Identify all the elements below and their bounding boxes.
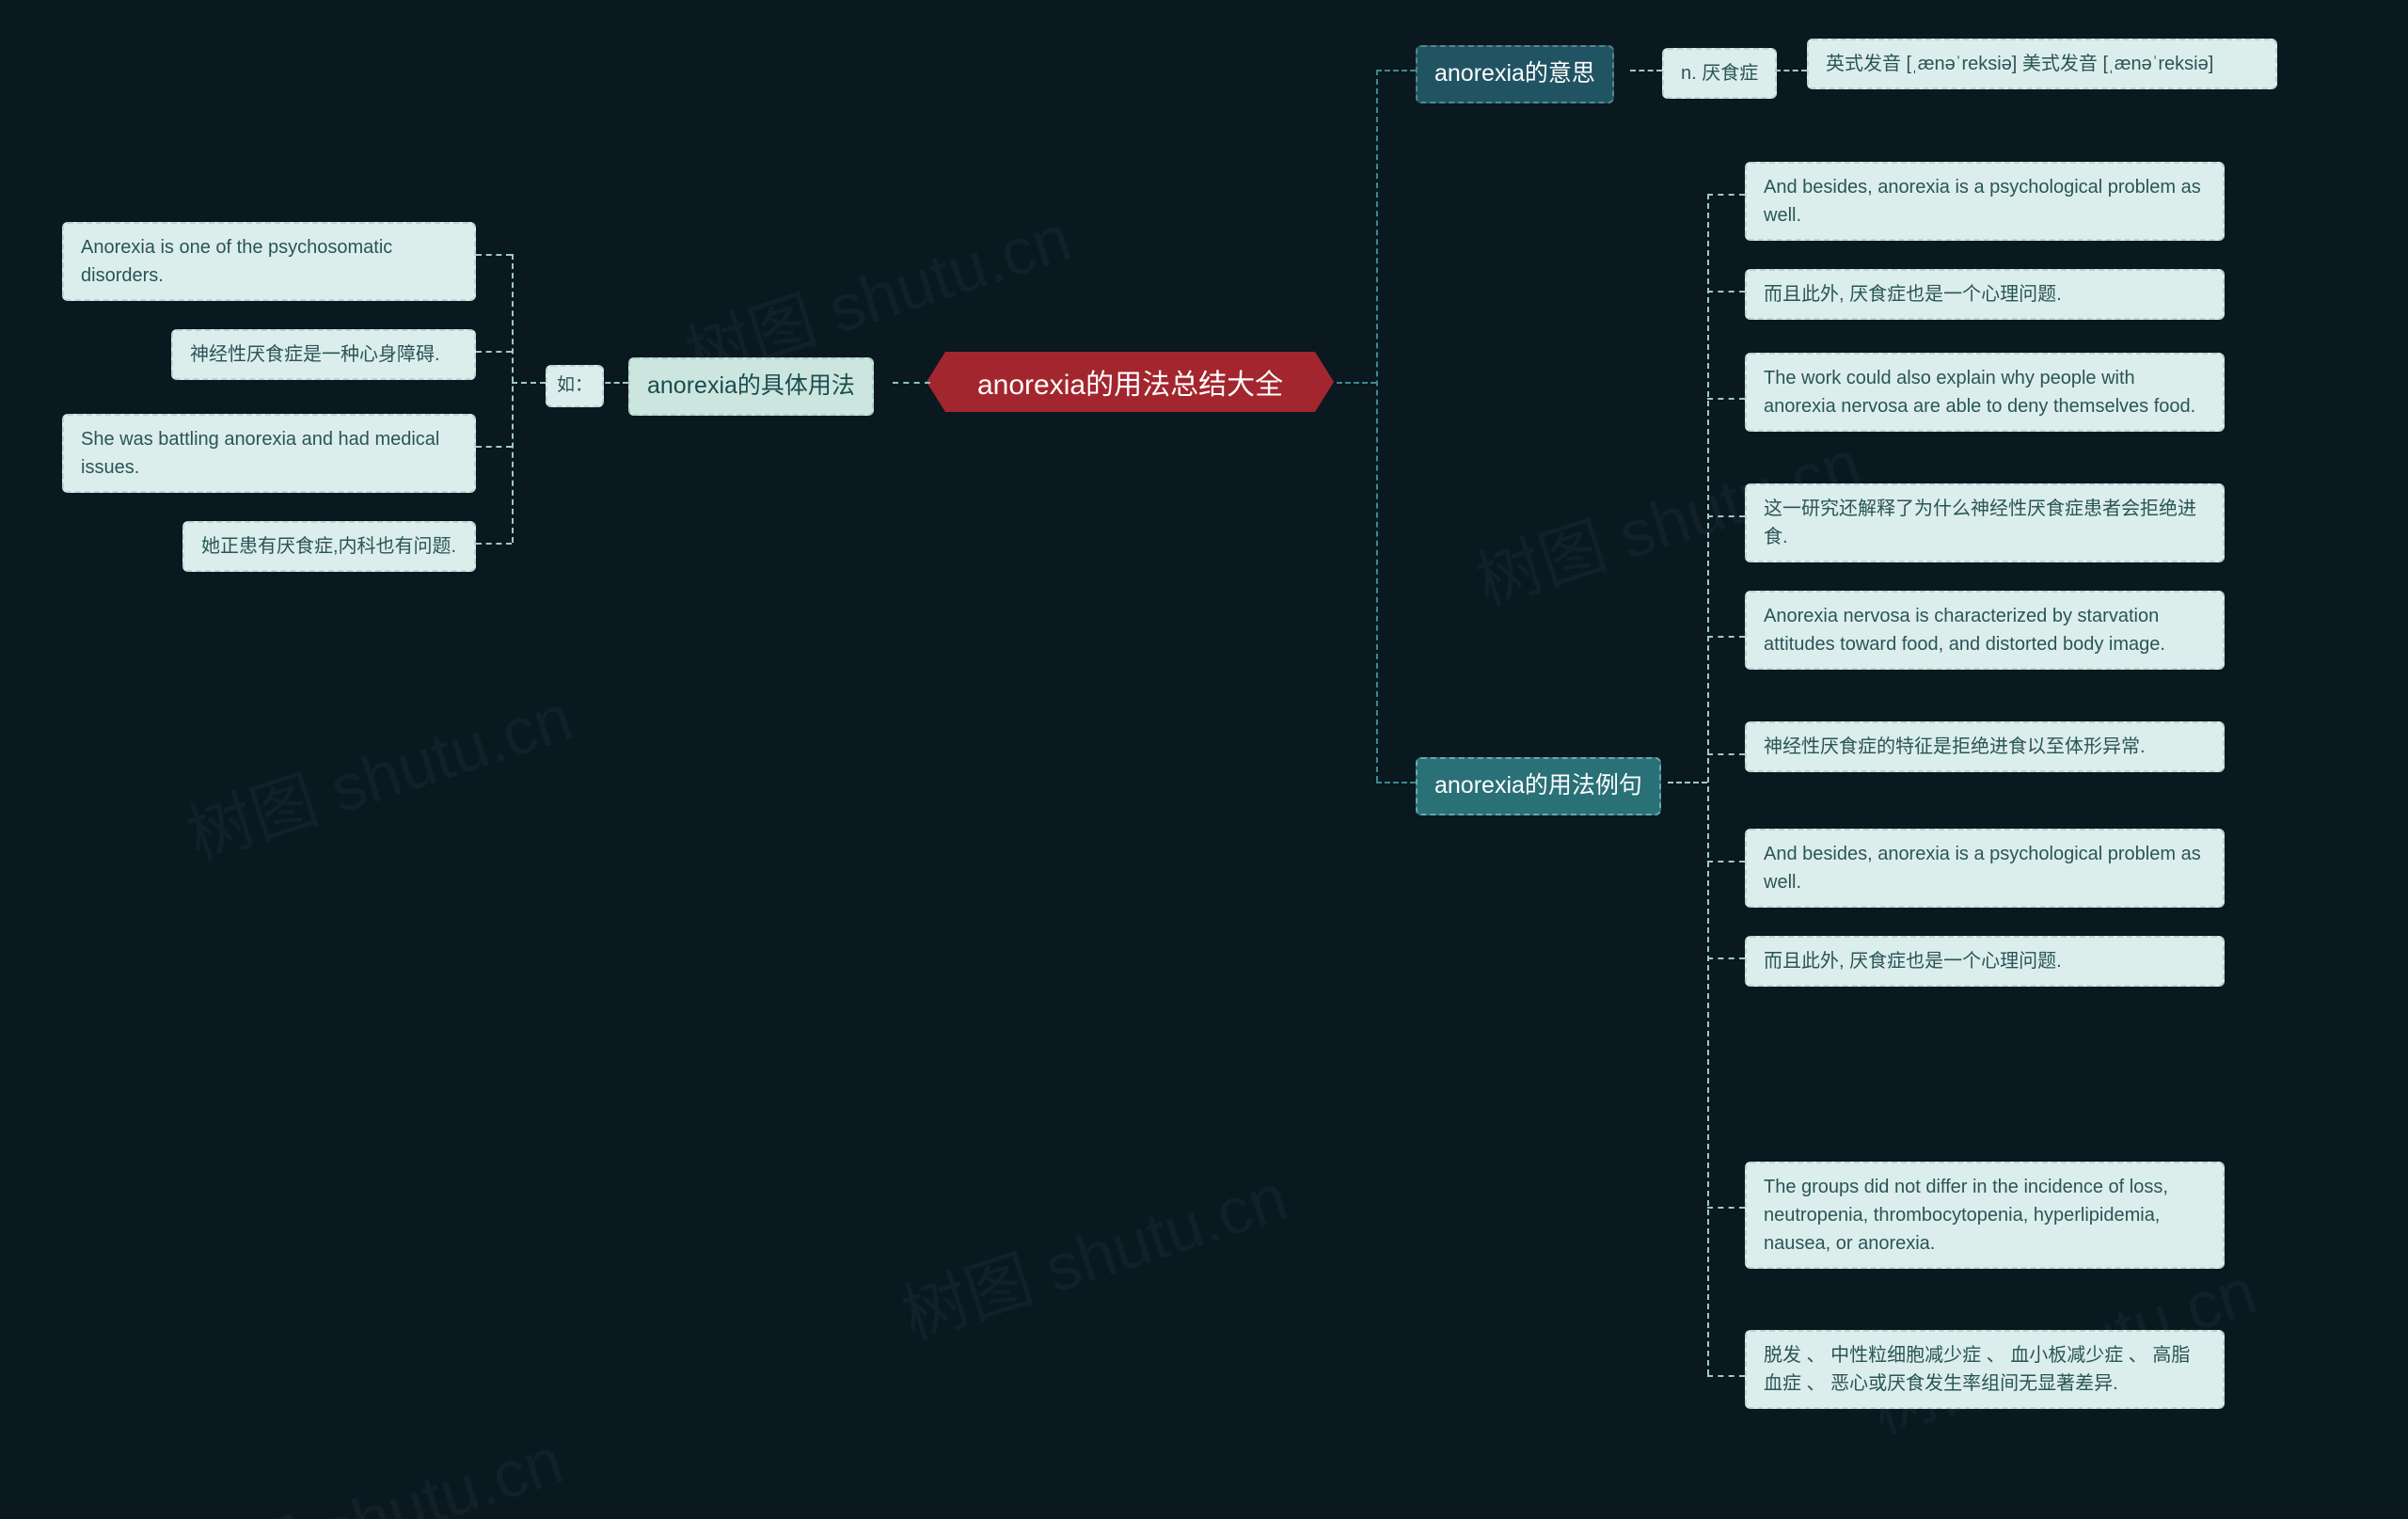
watermark: 树图 shutu.cn <box>174 665 583 878</box>
connector <box>1707 636 1745 638</box>
leaf-example-3: 这一研究还解释了为什么神经性厌食症患者会拒绝进食. <box>1745 483 2225 562</box>
connector <box>1707 194 1745 196</box>
branch-examples: anorexia的用法例句 <box>1416 757 1661 815</box>
connector <box>476 446 512 448</box>
connector <box>476 351 512 353</box>
leaf-example-6: And besides, anorexia is a psychological… <box>1745 829 2225 908</box>
connector <box>1707 1375 1745 1377</box>
connector <box>1707 753 1745 755</box>
connector <box>512 254 514 543</box>
connector <box>1707 398 1745 400</box>
branch-meaning: anorexia的意思 <box>1416 45 1614 103</box>
connector <box>1707 194 1709 1375</box>
connector <box>1337 382 1376 384</box>
leaf-example-1: 而且此外, 厌食症也是一个心理问题. <box>1745 269 2225 320</box>
watermark: 树图 shutu.cn <box>165 1408 574 1519</box>
connector <box>1630 70 1662 71</box>
connector <box>1376 70 1416 71</box>
leaf-example-2: The work could also explain why people w… <box>1745 353 2225 432</box>
leaf-eg: 如： <box>546 365 604 407</box>
connector <box>893 382 930 384</box>
leaf-pronunciation: 英式发音 [ˌænəˈreksiə] 美式发音 [ˌænəˈreksiə] <box>1807 39 2277 89</box>
connector <box>1707 291 1745 293</box>
leaf-example-9b: 脱发 、 中性粒细胞减少症 、 血小板减少症 、 高脂血症 、 恶心或厌食发生率… <box>1745 1330 2225 1409</box>
connector <box>512 382 546 384</box>
root-node: anorexia的用法总结大全 <box>945 352 1315 412</box>
connector <box>1775 70 1807 71</box>
leaf-usage-1: 神经性厌食症是一种心身障碍. <box>171 329 476 380</box>
leaf-example-0: And besides, anorexia is a psychological… <box>1745 162 2225 241</box>
watermark: 树图 shutu.cn <box>889 1145 1298 1358</box>
connector <box>1707 957 1745 959</box>
branch-usage: anorexia的具体用法 <box>628 357 874 416</box>
leaf-meaning-pos: n. 厌食症 <box>1662 48 1777 99</box>
connector <box>1707 1207 1745 1209</box>
leaf-usage-3: 她正患有厌食症,内科也有问题. <box>182 521 476 572</box>
leaf-example-4: Anorexia nervosa is characterized by sta… <box>1745 591 2225 670</box>
connector <box>476 254 512 256</box>
connector <box>1376 782 1416 783</box>
connector <box>1668 782 1707 783</box>
connector <box>1707 861 1745 862</box>
connector <box>1376 70 1378 782</box>
connector <box>1707 515 1745 517</box>
leaf-example-5: 神经性厌食症的特征是拒绝进食以至体形异常. <box>1745 721 2225 772</box>
connector <box>476 543 512 545</box>
leaf-example-7: 而且此外, 厌食症也是一个心理问题. <box>1745 936 2225 987</box>
leaf-example-8b: The groups did not differ in the inciden… <box>1745 1162 2225 1269</box>
leaf-usage-2: She was battling anorexia and had medica… <box>62 414 476 493</box>
leaf-usage-0: Anorexia is one of the psychosomatic dis… <box>62 222 476 301</box>
